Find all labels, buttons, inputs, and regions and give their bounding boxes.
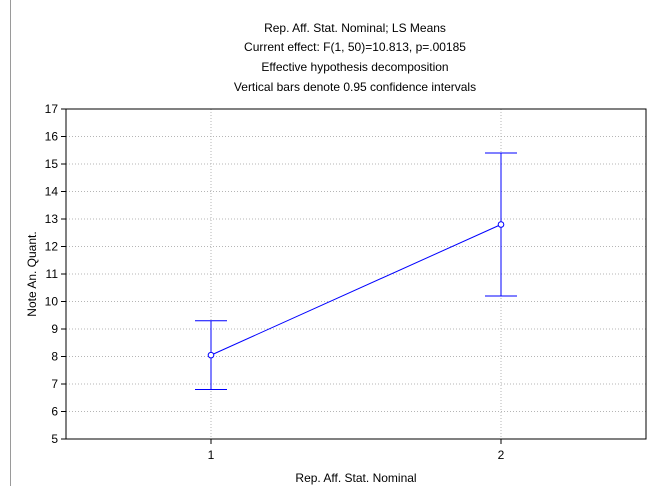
- y-axis-ticks: 5 6 7 8 9 10 11 12 13 14 15 16 17: [45, 102, 66, 446]
- y-tick-label-7: 12: [45, 240, 59, 254]
- y-tick-label-11: 16: [45, 130, 59, 144]
- data-point-0: [207, 351, 215, 359]
- y-tick-label-5: 10: [45, 295, 59, 309]
- data-point-1: [497, 221, 505, 228]
- y-tick-label-9: 14: [45, 185, 59, 199]
- series-layer: [195, 152, 517, 390]
- y-tick-label-1: 6: [51, 405, 58, 419]
- y-tick-label-8: 13: [45, 212, 59, 226]
- chart-title-line-4: Vertical bars denote 0.95 confidence int…: [234, 80, 476, 94]
- grid-lines: [66, 109, 646, 439]
- x-axis-label: Rep. Aff. Stat. Nominal: [295, 471, 416, 485]
- y-axis-label: Note An. Quant.: [25, 231, 39, 316]
- y-tick-label-3: 8: [51, 350, 58, 364]
- chart-title-line-1: Rep. Aff. Stat. Nominal; LS Means: [264, 21, 446, 35]
- chart-title-line-2: Current effect: F(1, 50)=10.813, p=.0018…: [244, 40, 466, 54]
- x-tick-label-0: 1: [208, 448, 215, 462]
- series-line-0: [210, 224, 502, 356]
- chart-title-line-3: Effective hypothesis decomposition: [261, 60, 448, 74]
- y-tick-label-2: 7: [51, 377, 58, 391]
- window-left-border: [10, 0, 11, 486]
- chart-title-block: Rep. Aff. Stat. Nominal; LS Means Curren…: [234, 21, 476, 94]
- y-tick-label-6: 11: [46, 267, 59, 281]
- x-tick-label-1: 2: [498, 448, 505, 462]
- y-tick-label-12: 17: [45, 102, 59, 116]
- y-tick-label-10: 15: [45, 157, 59, 171]
- y-tick-label-4: 9: [51, 322, 58, 336]
- y-tick-label-0: 5: [51, 432, 58, 446]
